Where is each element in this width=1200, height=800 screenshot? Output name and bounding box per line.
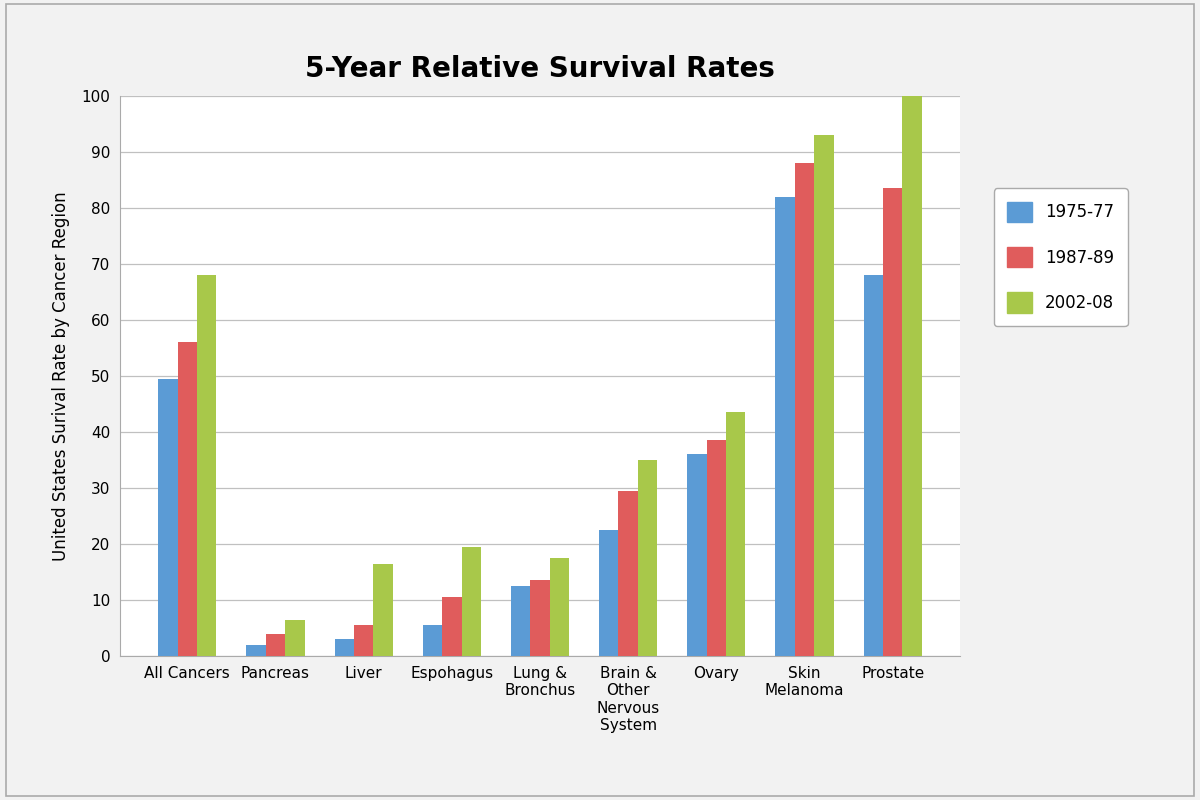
Bar	[688, 454, 707, 656]
Bar	[550, 558, 569, 656]
Bar	[775, 197, 794, 656]
Bar	[726, 413, 745, 656]
Bar	[511, 586, 530, 656]
Title: 5-Year Relative Survival Rates: 5-Year Relative Survival Rates	[305, 54, 775, 82]
Bar	[354, 626, 373, 656]
Bar	[794, 163, 815, 656]
Bar	[158, 379, 178, 656]
Legend: 1975-77, 1987-89, 2002-08: 1975-77, 1987-89, 2002-08	[994, 188, 1128, 326]
Bar	[286, 619, 305, 656]
Bar	[883, 189, 902, 656]
Bar	[462, 547, 481, 656]
Bar	[246, 645, 265, 656]
Bar	[815, 135, 834, 656]
Bar	[618, 491, 638, 656]
Bar	[530, 581, 550, 656]
Bar	[902, 96, 922, 656]
Bar	[707, 440, 726, 656]
Bar	[638, 460, 658, 656]
Bar	[373, 563, 392, 656]
Bar	[599, 530, 618, 656]
Bar	[178, 342, 197, 656]
Bar	[197, 275, 216, 656]
Bar	[442, 597, 462, 656]
Bar	[422, 626, 442, 656]
Bar	[864, 275, 883, 656]
Bar	[335, 639, 354, 656]
Bar	[265, 634, 286, 656]
Y-axis label: United States Surival Rate by Cancer Region: United States Surival Rate by Cancer Reg…	[53, 191, 71, 561]
